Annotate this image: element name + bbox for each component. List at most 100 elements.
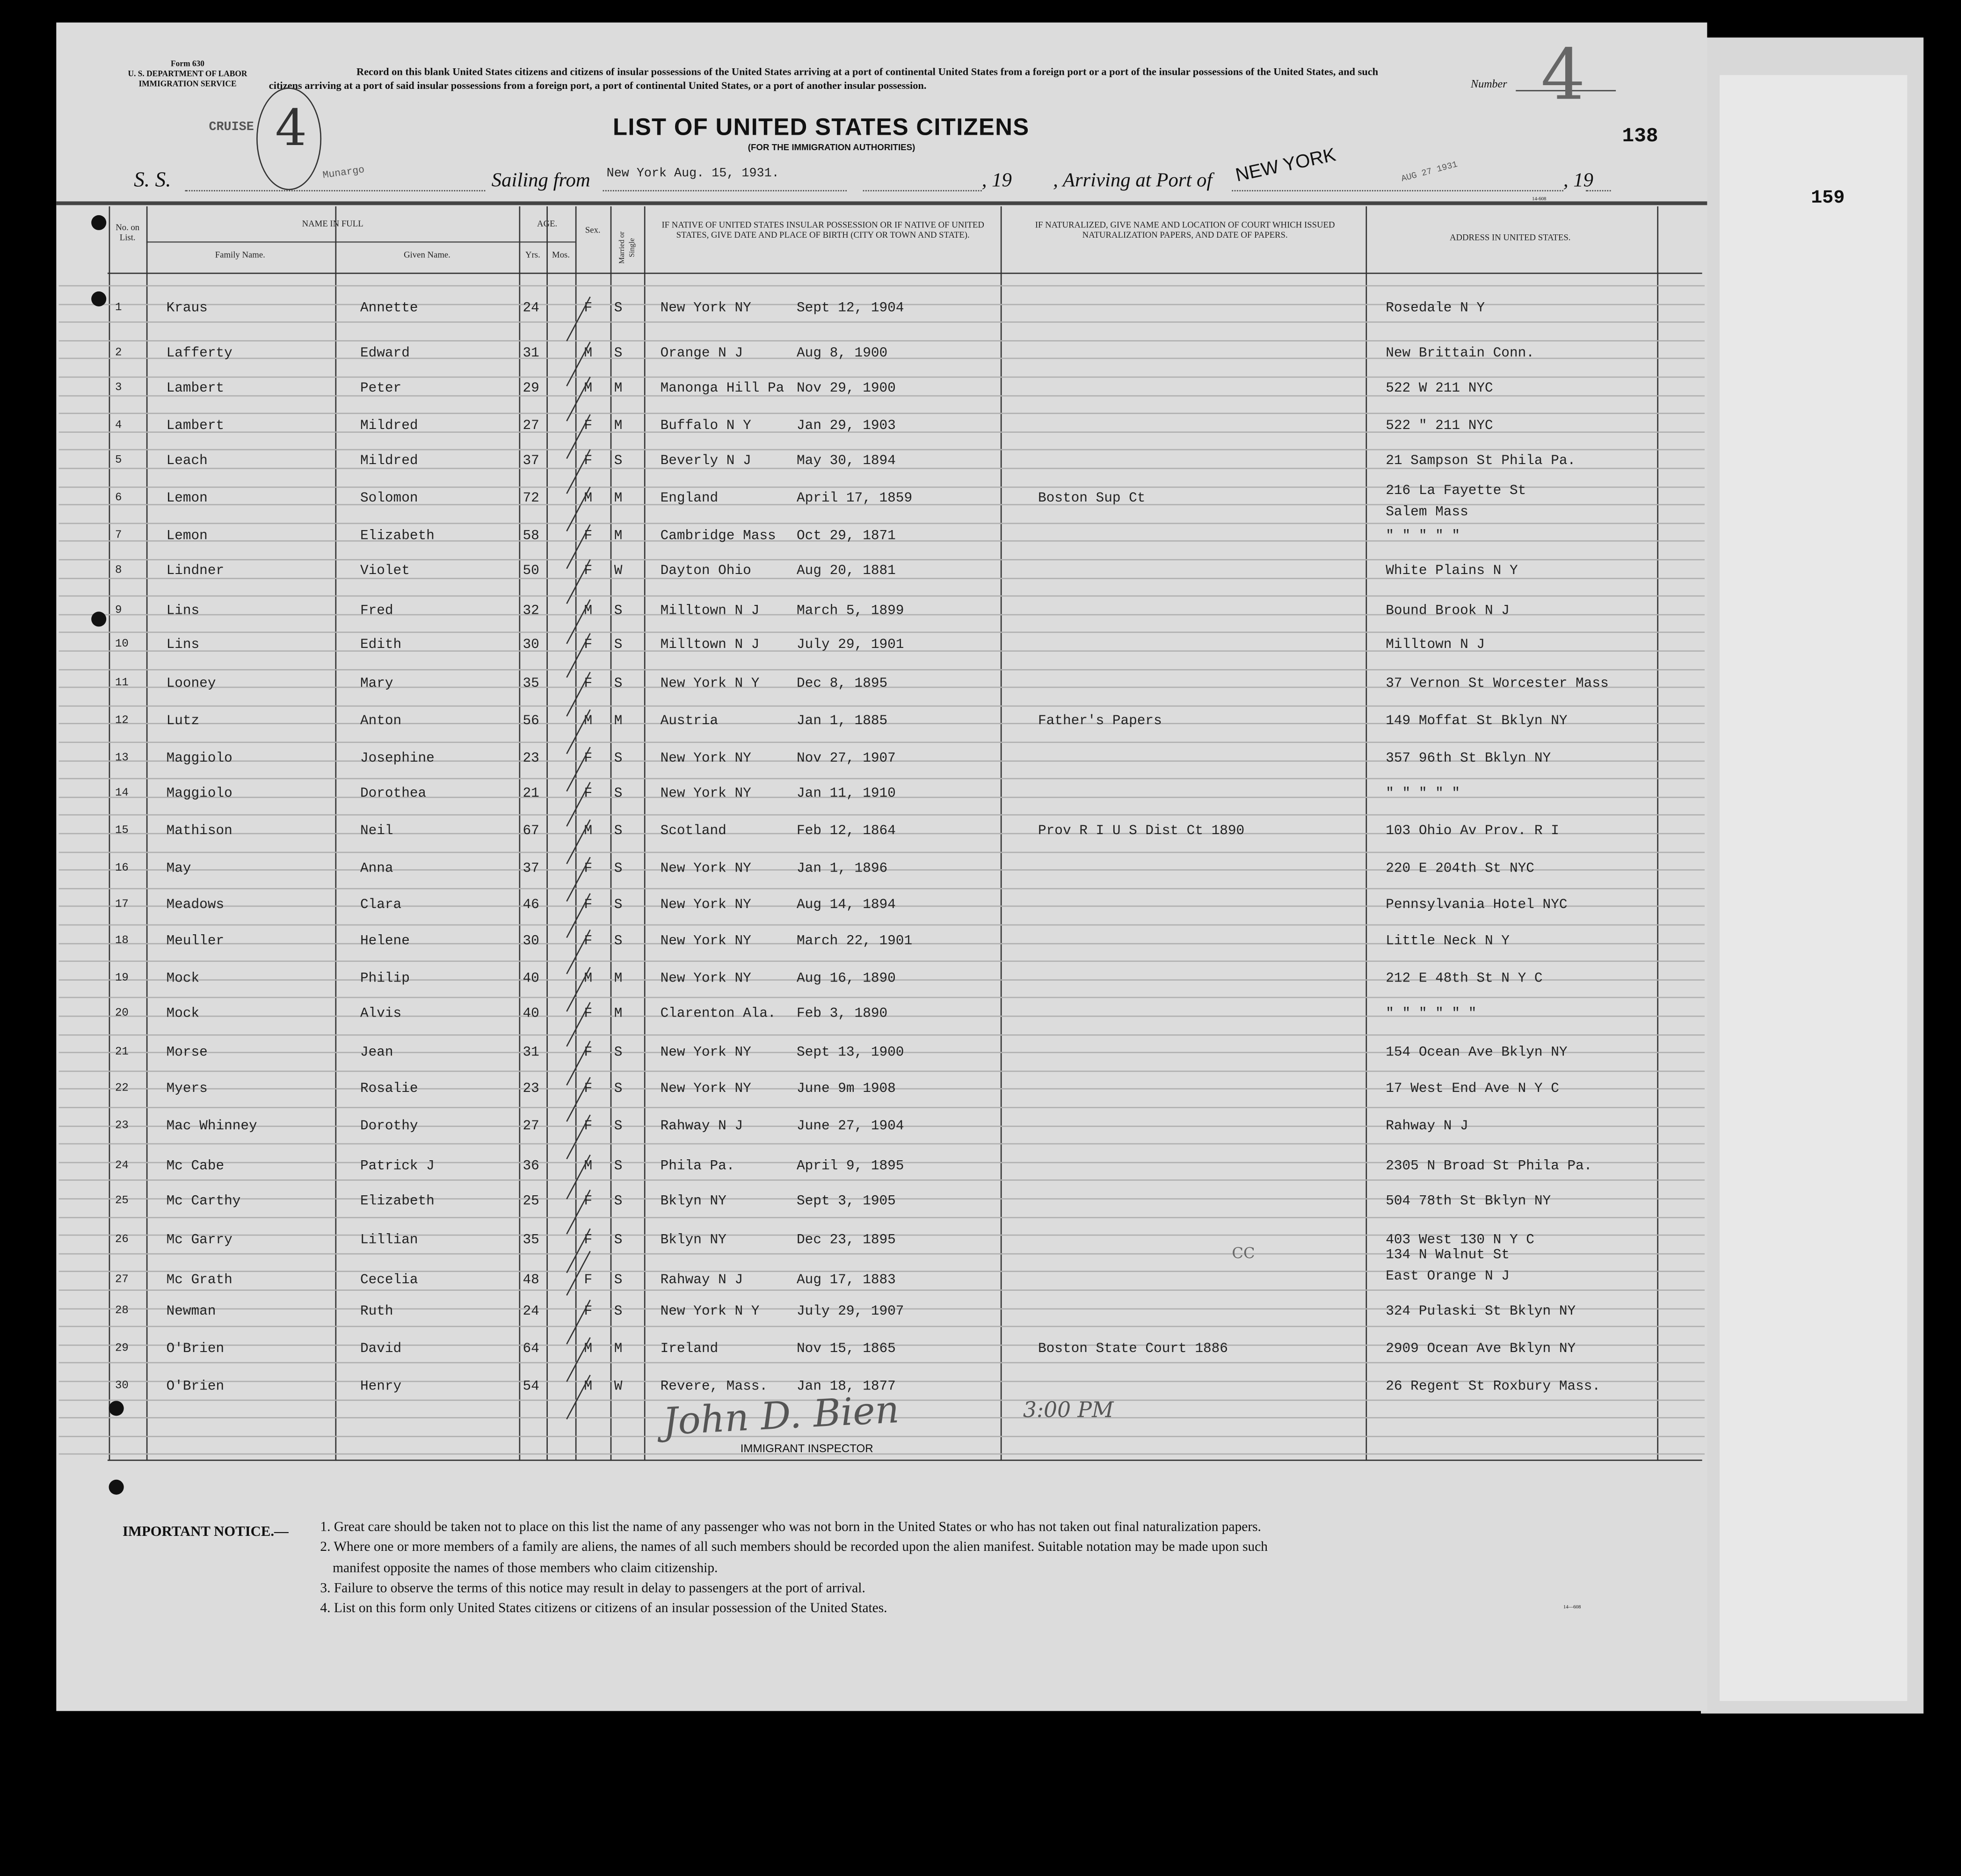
birth-date: Jan 18, 1877 [797, 1379, 896, 1395]
service: IMMIGRATION SERVICE [138, 80, 237, 89]
row-number: 3 [115, 381, 122, 394]
binder-hole [91, 291, 107, 307]
birth-date: Aug 17, 1883 [797, 1273, 896, 1288]
age-years: 23 [523, 751, 539, 767]
birthplace: Clarenton Ala. [660, 1007, 776, 1022]
ruled-line [58, 467, 1705, 469]
ruled-line [58, 1253, 1705, 1254]
birth-date: Dec 8, 1895 [797, 676, 888, 692]
row-number: 5 [115, 454, 122, 467]
marital-status: W [614, 564, 623, 579]
address: New Brittain Conn. [1386, 346, 1534, 362]
address: 212 E 48th St N Y C [1386, 972, 1543, 987]
row-number: 24 [115, 1159, 129, 1172]
family-name: Lafferty [166, 346, 232, 362]
given-name: Philip [360, 972, 410, 987]
age-years: 37 [523, 454, 539, 469]
ruled-line [58, 997, 1705, 999]
birthplace: Dayton Ohio [660, 564, 751, 579]
header-rule [56, 201, 1707, 205]
ruled-line [58, 687, 1705, 688]
birth-date: July 29, 1901 [797, 638, 904, 653]
col-header-married: Married or Single [619, 231, 637, 264]
family-name: Mc Carthy [166, 1194, 241, 1210]
birthplace: Milltown N J [660, 638, 760, 653]
age-years: 46 [523, 898, 539, 913]
age-years: 72 [523, 491, 539, 507]
notice-item-1: 1. Great care should be taken not to pla… [320, 1520, 1261, 1535]
age-years: 32 [523, 604, 539, 619]
ruled-line [58, 632, 1705, 633]
marital-status: S [614, 824, 623, 839]
row-number: 18 [115, 934, 129, 947]
age-years: 31 [523, 1046, 539, 1061]
row-number: 23 [115, 1119, 129, 1132]
notice-heading: IMPORTANT NOTICE.— [123, 1524, 289, 1540]
page-title: LIST OF UNITED STATES CITIZENS [613, 115, 1030, 142]
family-name: Meuller [166, 934, 225, 950]
row-number: 19 [115, 972, 129, 985]
ruled-line [58, 1162, 1705, 1163]
col-header-no: No. on List. [116, 222, 140, 243]
address: 2909 Ocean Ave Bklyn NY [1386, 1342, 1576, 1357]
age-years: 23 [523, 1082, 539, 1097]
age-years: 30 [523, 638, 539, 653]
address: 17 West End Ave N Y C [1386, 1082, 1559, 1097]
ruled-line [58, 1088, 1705, 1090]
col-header-address: ADDRESS IN UNITED STATES. [1450, 233, 1571, 243]
birth-date: June 9m 1908 [797, 1082, 896, 1097]
given-name: Anna [360, 862, 393, 877]
given-name: David [360, 1342, 402, 1357]
birthplace: New York NY [660, 786, 751, 802]
ruled-line [58, 1198, 1705, 1200]
ruled-line [58, 1454, 1705, 1455]
ruled-line [58, 303, 1705, 305]
naturalization-court: Boston State Court 1886 [1038, 1342, 1228, 1357]
row-number: 21 [115, 1046, 129, 1058]
row-number: 30 [115, 1379, 129, 1392]
address: " " " " " " [1386, 1007, 1477, 1022]
row-number: 27 [115, 1273, 129, 1286]
marital-status: S [614, 638, 623, 653]
ruled-line [58, 340, 1705, 342]
given-name: Mildred [360, 419, 418, 434]
birthplace: Ireland [660, 1342, 719, 1357]
ruled-line [58, 1235, 1705, 1236]
given-name: Elizabeth [360, 529, 435, 544]
birthplace: New York N Y [660, 1304, 760, 1320]
row-number: 11 [115, 676, 129, 690]
handwritten-number: 4 [1540, 35, 1586, 116]
side-page-number: 159 [1811, 188, 1845, 209]
birthplace: Bklyn NY [660, 1233, 726, 1249]
address: 220 E 204th St NYC [1386, 862, 1534, 877]
row-number: 22 [115, 1082, 129, 1095]
print-code: 14-608 [1532, 195, 1547, 202]
birthplace: Revere, Mass. [660, 1379, 768, 1395]
birthplace: Manonga Hill Pa [660, 381, 784, 397]
age-years: 36 [523, 1159, 539, 1175]
family-name: Lambert [166, 419, 225, 434]
birth-date: Aug 16, 1890 [797, 972, 896, 987]
marital-status: S [614, 1273, 623, 1288]
naturalization-court: Father's Papers [1038, 714, 1162, 729]
binder-hole [91, 611, 107, 627]
col-header-naturalized: IF NATURALIZED, GIVE NAME AND LOCATION O… [1035, 220, 1335, 240]
given-name: Edward [360, 346, 410, 362]
marital-status: S [614, 1159, 623, 1175]
address: 504 78th St Bklyn NY [1386, 1194, 1551, 1210]
notice-item-2-cont: manifest opposite the names of those mem… [333, 1561, 718, 1576]
birthplace: Rahway N J [660, 1119, 743, 1134]
family-name: Maggiolo [166, 786, 232, 802]
birth-date: Sept 3, 1905 [797, 1194, 896, 1210]
birth-date: Jan 1, 1896 [797, 862, 888, 877]
ruled-line [58, 1289, 1705, 1291]
sailing-line [603, 190, 847, 192]
family-name: Looney [166, 676, 216, 692]
ruled-line [58, 1362, 1705, 1364]
address-line-2: Salem Mass [1386, 505, 1468, 521]
family-name: Mc Cabe [166, 1159, 225, 1175]
circle-mark [256, 87, 322, 190]
ruled-line [58, 778, 1705, 780]
birthplace: Bklyn NY [660, 1194, 726, 1210]
address: 522 " 211 NYC [1386, 419, 1493, 434]
